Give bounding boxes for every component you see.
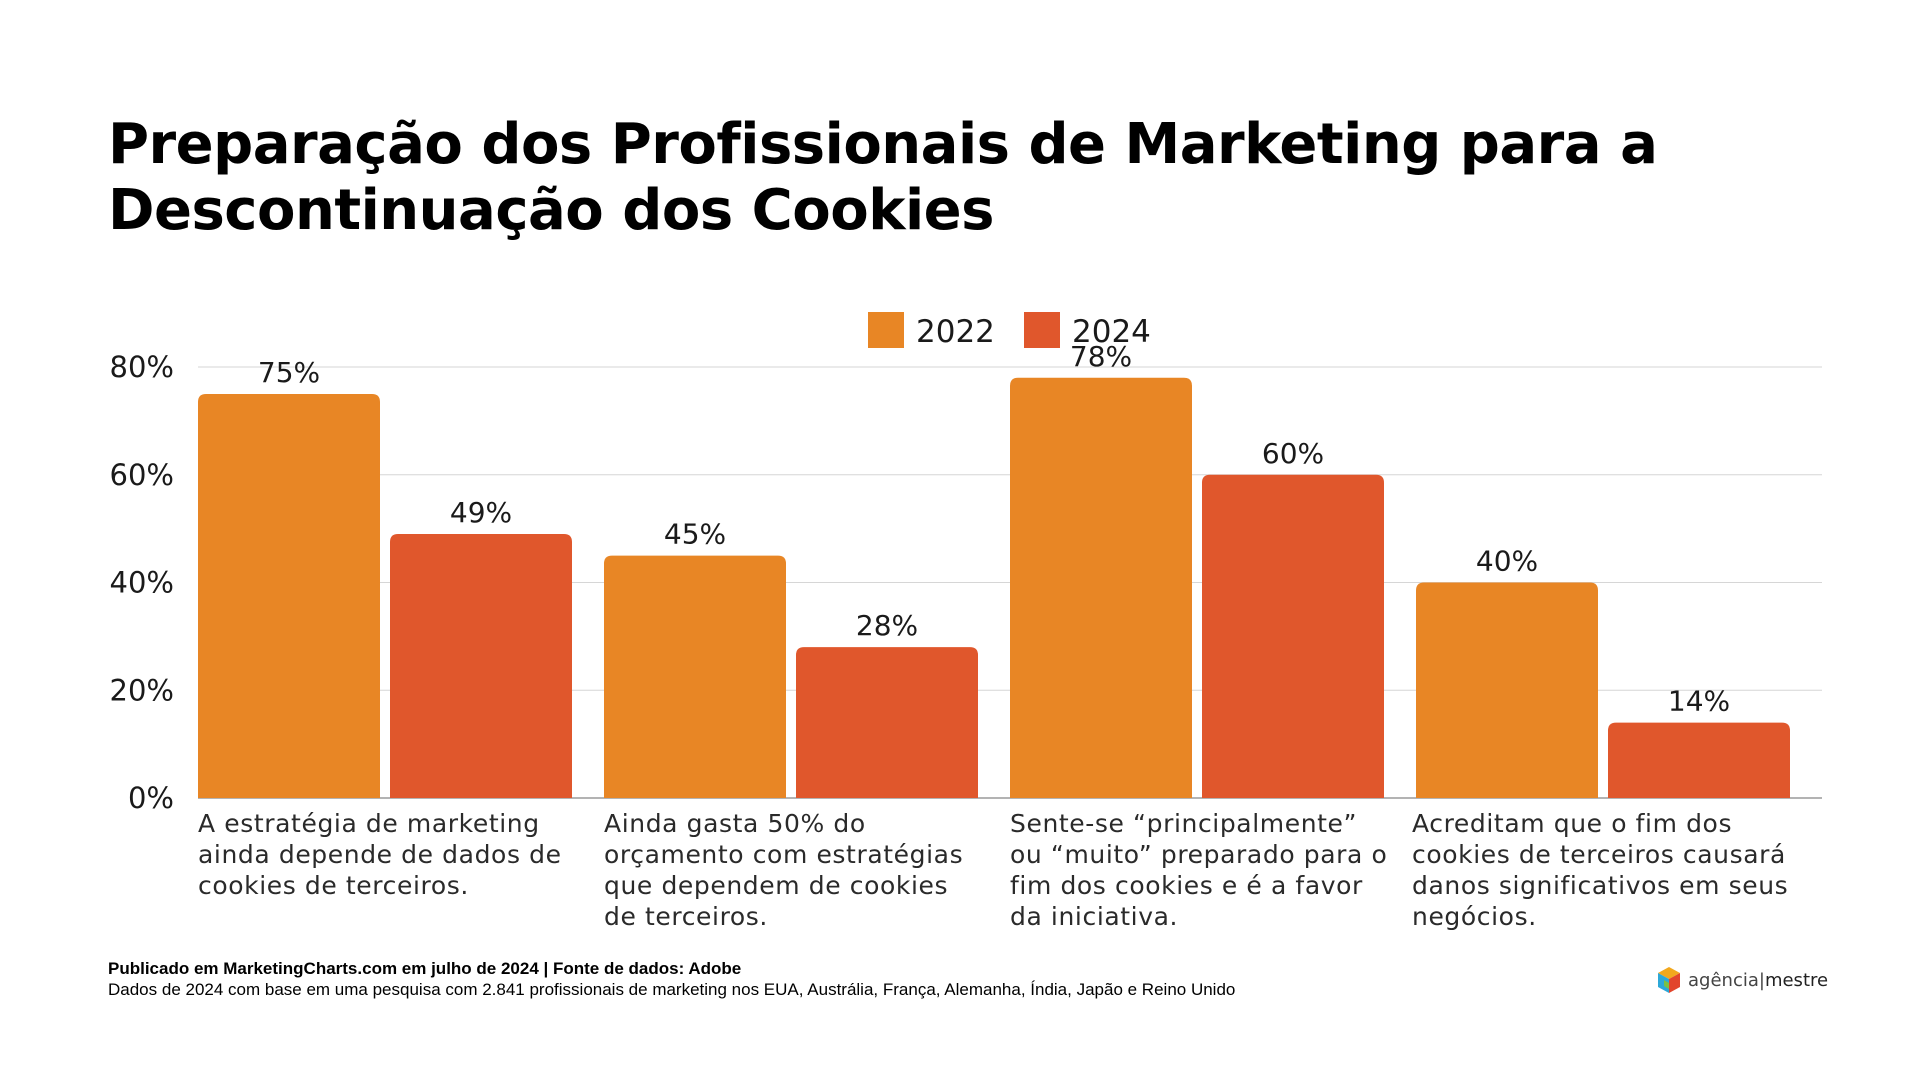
data-label: 40% [1476, 545, 1538, 578]
x-category-label: Sente-se “principalmente” ou “muito” prep… [1010, 809, 1387, 931]
data-label: 45% [664, 518, 726, 551]
x-category-label: Acreditam que o fim dos cookies de tercei… [1412, 809, 1788, 931]
chart-bars [198, 377, 1790, 798]
x-category-label: Ainda gasta 50% do orçamento com estratég… [604, 809, 963, 931]
chart-title: Preparação dos Profissionais de Marketin… [108, 112, 1828, 244]
legend-swatch-2022 [868, 312, 904, 348]
legend-swatch-2024 [1024, 312, 1060, 348]
chart-title-line-1: Preparação dos Profissionais de Marketin… [108, 112, 1658, 177]
bar-2024-1 [390, 534, 572, 798]
brand-logo: agência|mestre [1656, 963, 1828, 997]
brand-name: agência|mestre [1688, 969, 1829, 991]
data-label: 75% [258, 356, 320, 389]
chart-title-line-2: Descontinuação dos Cookies [108, 178, 994, 243]
methodology-note: Dados de 2024 com base em uma pesquisa c… [108, 980, 1236, 999]
y-tick-label: 40% [110, 566, 174, 600]
y-tick-label: 20% [110, 673, 174, 707]
bar-2024-4 [1608, 722, 1790, 798]
y-tick-label: 60% [110, 458, 174, 492]
data-label: 49% [450, 496, 512, 529]
y-tick-label: 80% [110, 350, 174, 384]
y-axis: 0% 20% 40% 60% 80% [110, 350, 174, 815]
brand-name-left: agência [1688, 969, 1759, 991]
bar-2022-2 [604, 555, 786, 798]
data-label: 78% [1070, 340, 1132, 373]
data-labels: 75% 49% 45% 28% 78% 60% 40% 14% [258, 340, 1730, 718]
brand-name-right: mestre [1764, 969, 1829, 991]
legend-label-2024: 2024 [1072, 314, 1151, 350]
y-tick-label: 0% [128, 781, 174, 815]
bar-2022-3 [1010, 377, 1192, 798]
bar-2024-3 [1202, 474, 1384, 798]
bar-2022-1 [198, 393, 380, 798]
source-note: Publicado em MarketingCharts.com em julh… [108, 959, 742, 978]
chart-legend: 2022 2024 [868, 312, 1151, 350]
bar-2022-4 [1416, 582, 1598, 798]
agencia-mestre-logo-icon [1658, 967, 1680, 993]
data-label: 28% [856, 609, 918, 642]
bar-2024-2 [796, 647, 978, 798]
chart-footer: Publicado em MarketingCharts.com em julh… [108, 958, 1608, 1000]
data-label: 14% [1668, 685, 1730, 718]
legend-label-2022: 2022 [916, 314, 995, 350]
x-category-label: A estratégia de marketing ainda depende d… [198, 809, 562, 900]
x-axis: A estratégia de marketing ainda depende d… [198, 809, 1788, 931]
data-label: 60% [1262, 437, 1324, 470]
